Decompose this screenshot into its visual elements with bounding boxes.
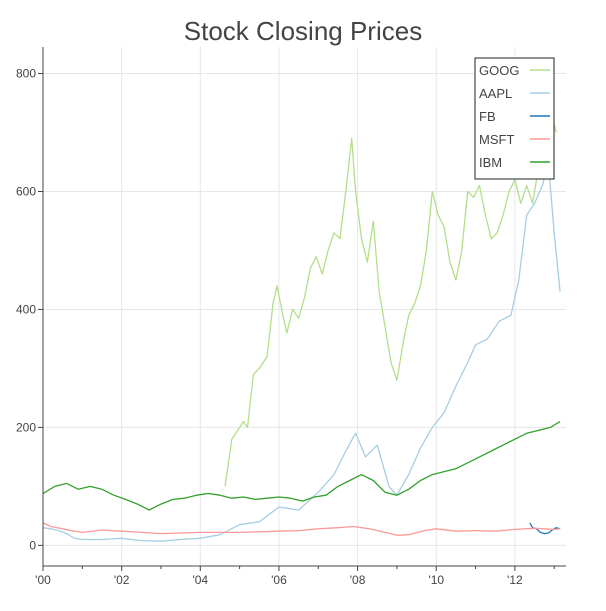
x-tick-label: '08 xyxy=(350,573,366,587)
chart-title: Stock Closing Prices xyxy=(184,16,422,46)
grid-layer xyxy=(42,47,566,566)
legend-label: AAPL xyxy=(479,86,512,101)
y-tick-label: 200 xyxy=(16,420,36,434)
legend-label: GOOG xyxy=(479,63,519,78)
x-tick-label: '12 xyxy=(507,573,523,587)
x-tick-label: '04 xyxy=(192,573,208,587)
series-line-ibm xyxy=(42,420,561,511)
x-tick-label: '00 xyxy=(35,573,51,587)
axis-layer: 0 200 400 600 800 '00 '02 '04 '06 '08 '10 '12 xyxy=(16,47,566,587)
legend-box xyxy=(474,57,555,180)
x-tick-label: '02 xyxy=(114,573,130,587)
x-tick-label: '06 xyxy=(271,573,287,587)
y-tick-label: 800 xyxy=(16,67,36,81)
y-tick-label: 400 xyxy=(16,302,36,316)
legend-label: MSFT xyxy=(479,132,514,147)
legend-label: IBM xyxy=(479,155,502,170)
legend: GOOG AAPL FB MSFT IBM xyxy=(474,57,555,180)
y-tick-label: 0 xyxy=(29,538,36,552)
series-layer xyxy=(42,108,561,542)
x-tick-label: '10 xyxy=(428,573,444,587)
y-tick-label: 600 xyxy=(16,184,36,198)
series-line-goog xyxy=(224,108,557,487)
legend-label: FB xyxy=(479,109,496,124)
series-line-msft xyxy=(42,522,561,536)
series-line-aapl xyxy=(42,161,561,542)
